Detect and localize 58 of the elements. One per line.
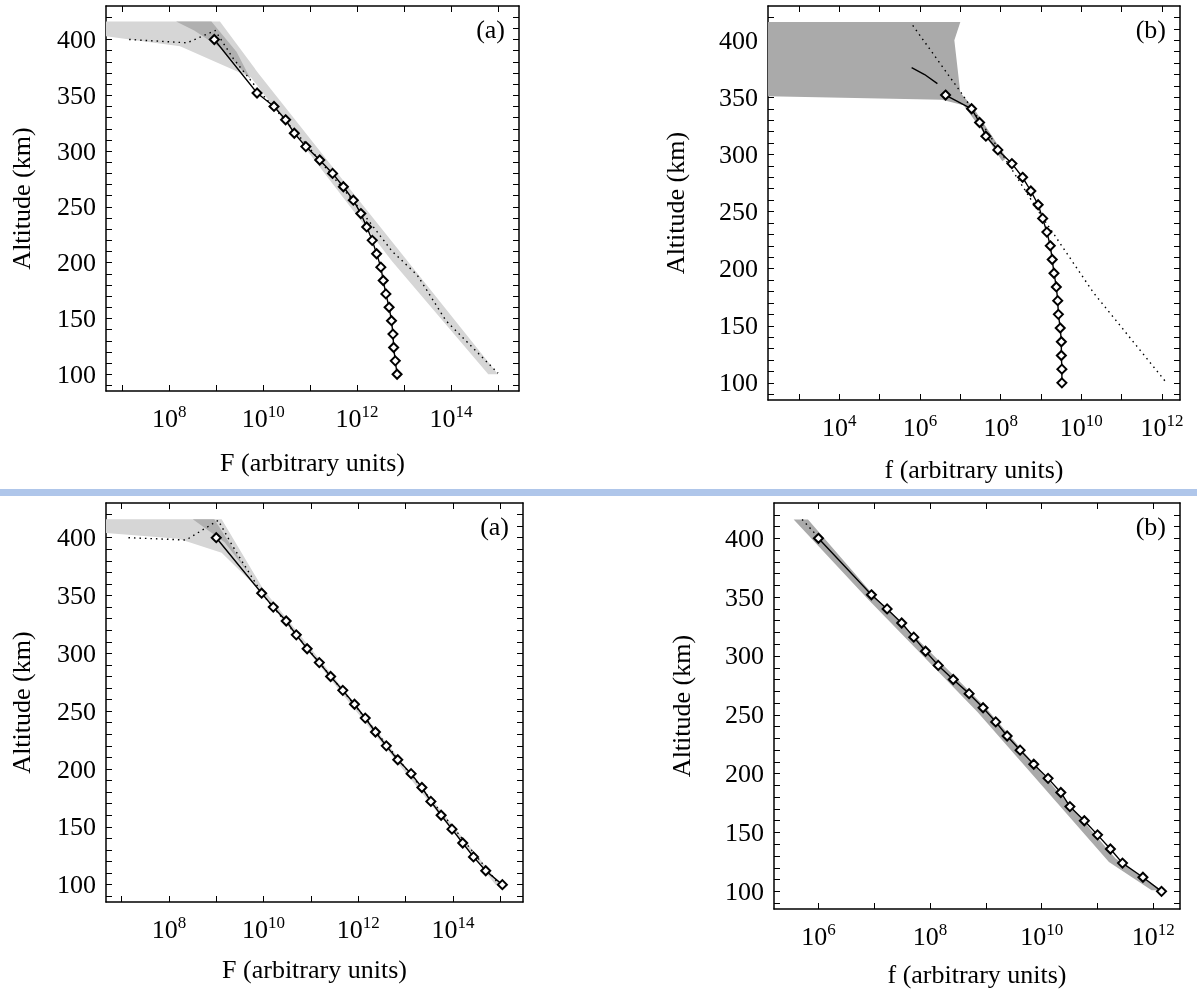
point (337, 684, 349, 696)
y-tick-label: 400 (725, 523, 764, 553)
x-axis-title: F (arbitrary units) (222, 954, 407, 984)
point (348, 698, 360, 710)
y-tick-label: 100 (57, 870, 96, 900)
y-tick-label: 250 (57, 192, 96, 222)
point (435, 809, 447, 821)
y-tick-label: 150 (725, 818, 764, 848)
y-tick-label: 100 (719, 368, 758, 398)
y-tick-label: 100 (57, 359, 96, 389)
y-tick-label: 250 (57, 696, 96, 726)
y-axis-title: Altitude (km) (6, 631, 36, 774)
x-axis-title: f (arbitrary units) (887, 959, 1067, 989)
point (325, 670, 337, 682)
y-tick-label: 200 (57, 754, 96, 784)
y-axis-title: Altitude (km) (660, 131, 690, 275)
point (457, 837, 469, 849)
y-tick-label: 350 (57, 581, 96, 611)
point (280, 615, 292, 627)
y-tick-label: 150 (719, 311, 758, 341)
y-axis-title: Altitude (km) (666, 634, 696, 778)
y-tick-label: 150 (57, 812, 96, 842)
annotation: (a) (476, 14, 505, 44)
point (256, 587, 268, 599)
y-tick-label: 300 (57, 638, 96, 668)
y-tick-label: 300 (57, 136, 96, 166)
y-tick-label: 400 (57, 523, 96, 553)
point (290, 629, 302, 641)
point (446, 823, 458, 835)
point (380, 740, 392, 752)
x-axis-title: f (arbitrary units) (884, 454, 1064, 484)
y-tick-label: 150 (57, 303, 96, 333)
y-tick-label: 400 (719, 25, 758, 55)
point (301, 643, 313, 655)
y-tick-label: 400 (57, 24, 96, 54)
y-tick-label: 350 (725, 582, 764, 612)
y-tick-label: 200 (719, 254, 758, 284)
y-tick-label: 300 (719, 139, 758, 169)
point (425, 795, 437, 807)
y-tick-label: 200 (57, 248, 96, 278)
y-tick-label: 250 (719, 197, 758, 227)
y-tick-label: 350 (719, 82, 758, 112)
annotation: (b) (1135, 14, 1166, 44)
y-tick-label: 200 (725, 759, 764, 789)
annotation: (a) (480, 511, 509, 541)
y-axis-title: Altitude (km) (6, 127, 36, 270)
point (359, 712, 371, 724)
x-axis-title: F (arbitrary units) (220, 447, 405, 477)
point (392, 754, 404, 766)
point (369, 726, 381, 738)
point (480, 865, 492, 877)
y-tick-label: 300 (725, 641, 764, 671)
annotation: (b) (1135, 511, 1166, 541)
y-tick-label: 350 (57, 80, 96, 110)
point (313, 657, 325, 669)
point (267, 601, 279, 613)
y-tick-label: 100 (725, 876, 764, 906)
y-tick-label: 250 (725, 700, 764, 730)
